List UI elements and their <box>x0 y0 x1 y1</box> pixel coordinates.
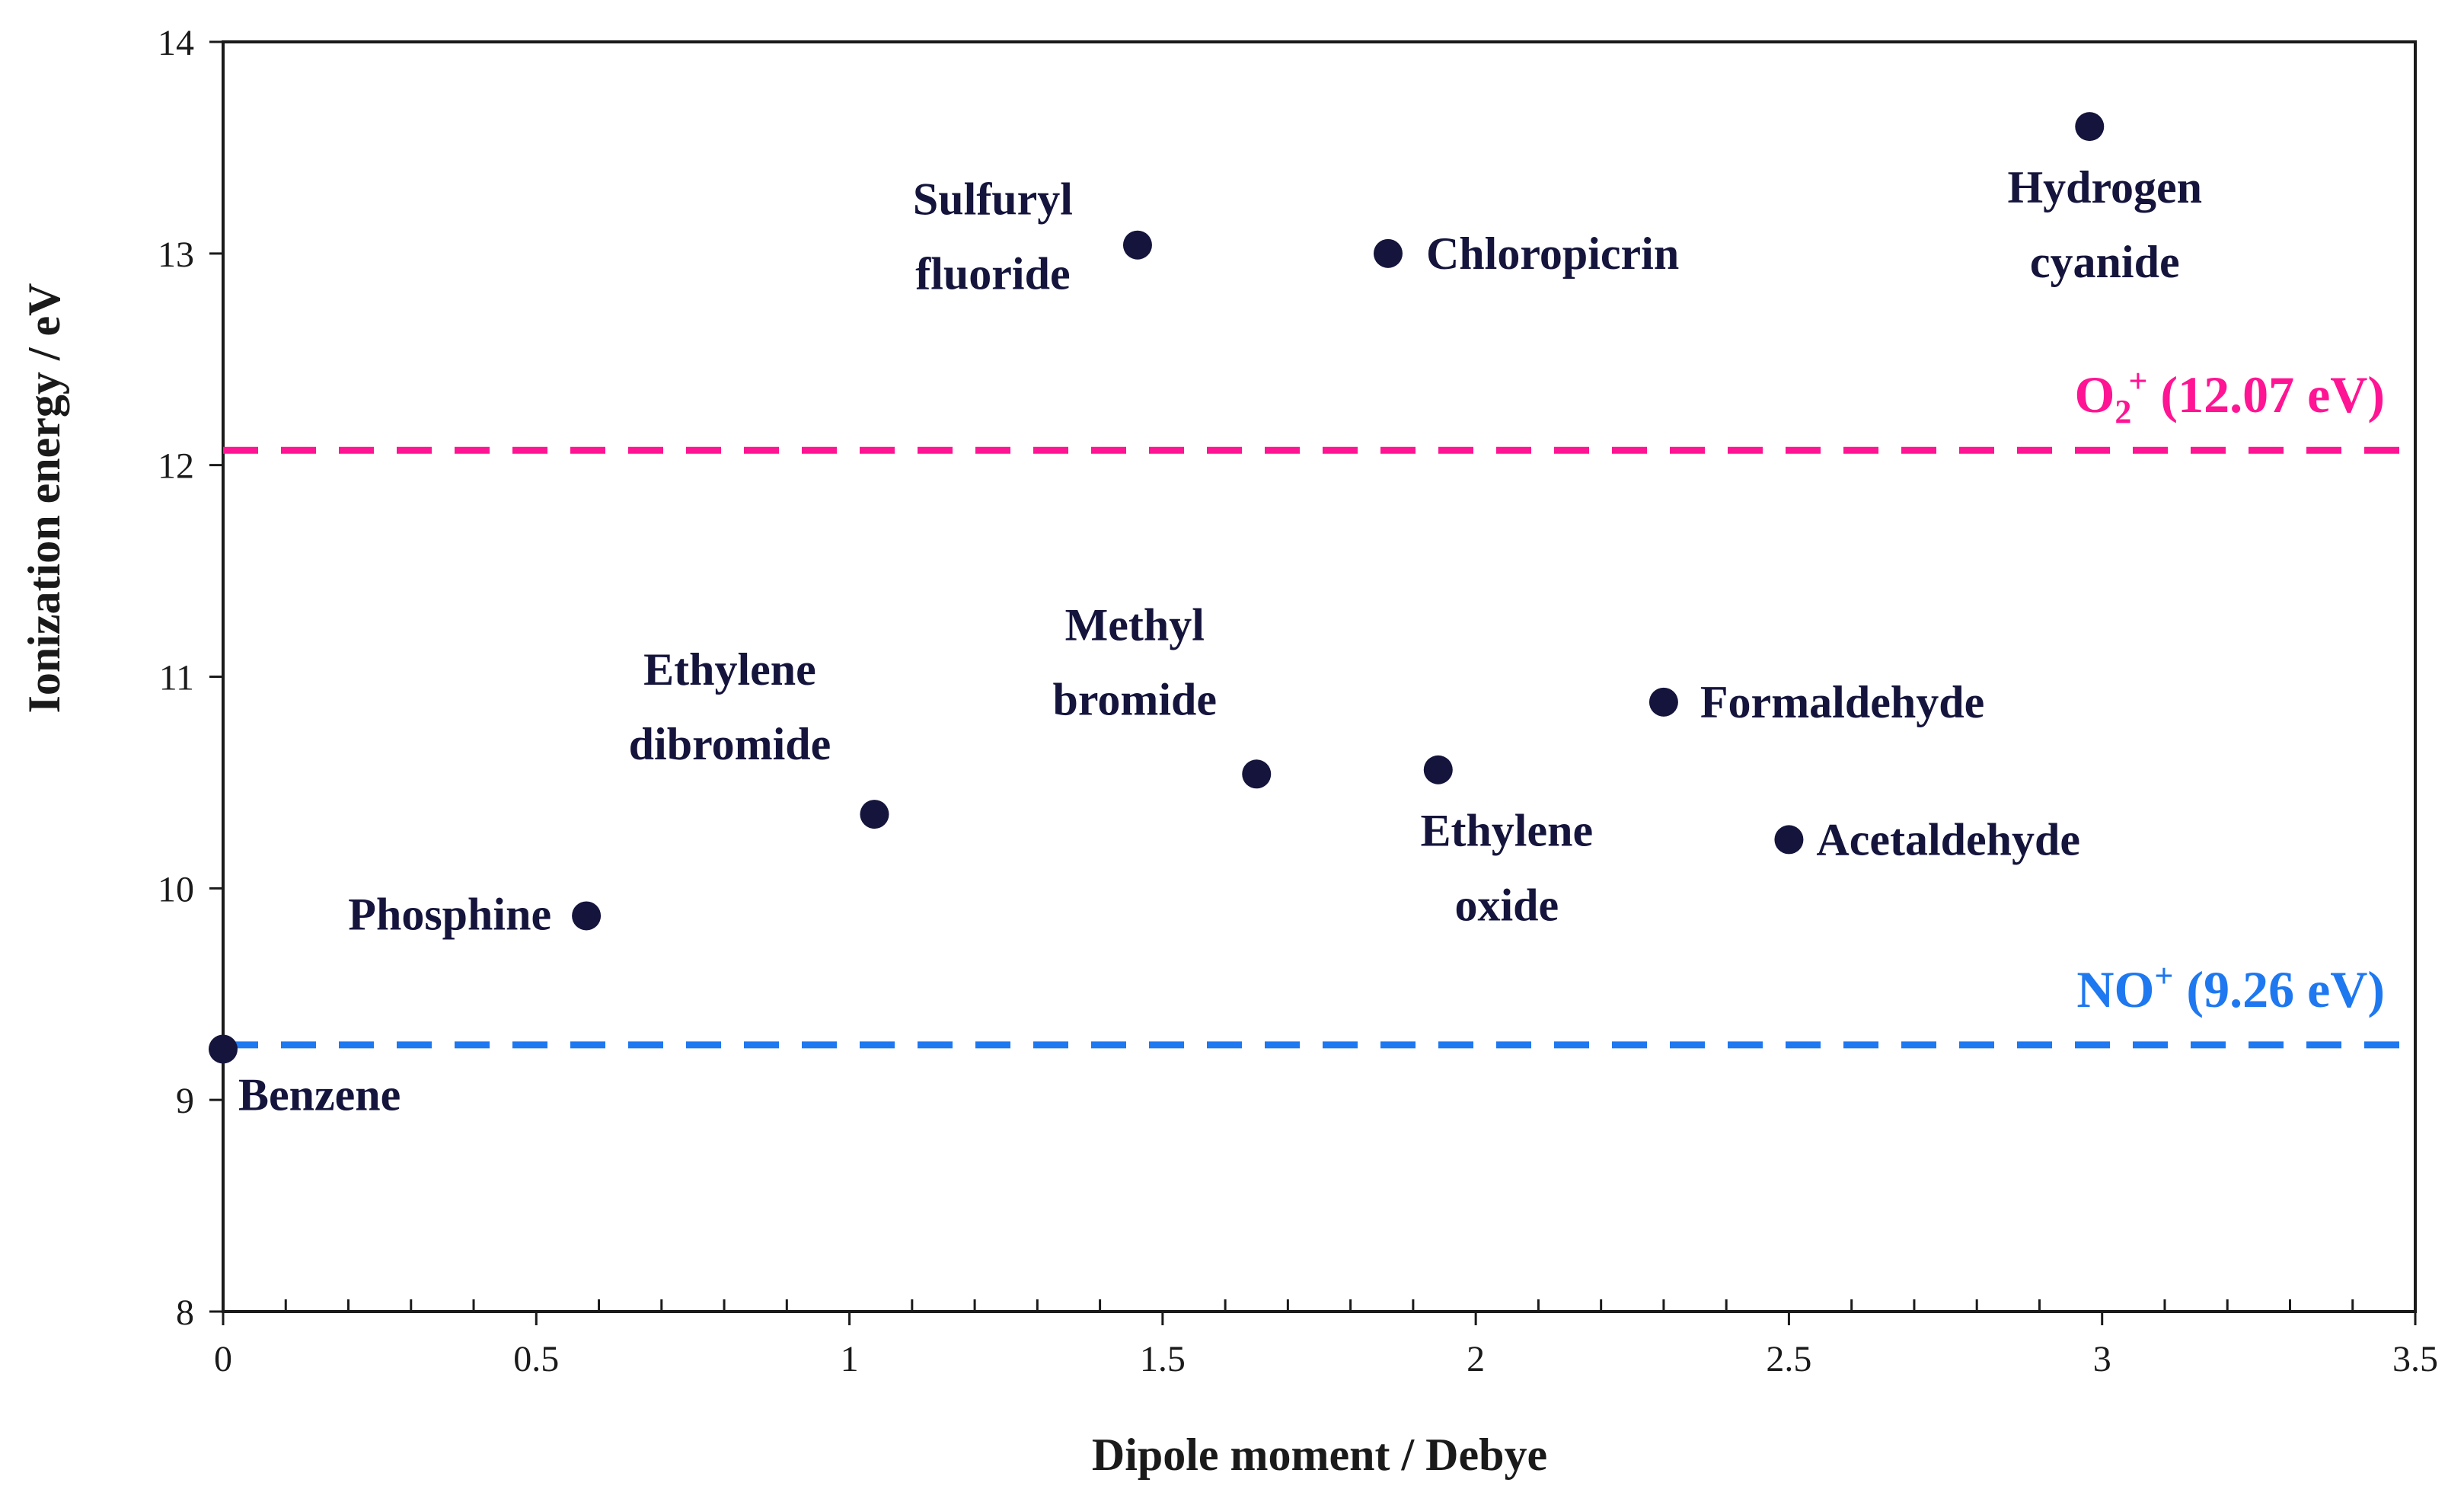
data-points <box>209 112 2105 1064</box>
x-axis: 0 0.5 1 1.5 2 2.5 3 3.5 <box>214 1299 2438 1379</box>
point-benzene <box>209 1034 238 1064</box>
point-formaldehyde <box>1649 687 1678 717</box>
point-ethylene-oxide <box>1423 755 1453 784</box>
y-axis: 8 9 10 11 12 13 14 <box>158 23 223 1333</box>
y-tick-label: 9 <box>176 1081 194 1121</box>
point-label-benzene: Benzene <box>238 1069 401 1120</box>
reference-lines: O2+ (12.07 eV) NO+ (9.26 eV) <box>223 363 2415 1049</box>
y-tick-label: 14 <box>158 23 194 63</box>
point-label-ethylene-dibromide: Ethylene dibromide <box>629 644 831 769</box>
point-label-acetaldehyde: Acetaldehyde <box>1816 814 2080 864</box>
point-label-sulfuryl-fluoride: Sulfuryl fluoride <box>913 174 1073 299</box>
x-tick-label: 1.5 <box>1140 1339 1186 1379</box>
point-methyl-bromide <box>1242 759 1272 789</box>
x-axis-title: Dipole moment / Debye <box>1092 1430 1547 1480</box>
point-label-formaldehyde: Formaldehyde <box>1700 677 1984 727</box>
y-axis-title: Ionization energy / eV <box>19 283 69 714</box>
ref-label-no: NO+ (9.26 eV) <box>2076 957 2385 1018</box>
point-chloropicrin <box>1373 238 1403 268</box>
point-label-hydrogen-cyanide: Hydrogen cyanide <box>2007 162 2202 287</box>
point-hydrogen-cyanide <box>2075 112 2105 142</box>
y-tick-label: 11 <box>159 658 194 698</box>
point-acetaldehyde <box>1774 825 1804 855</box>
point-label-phosphine: Phosphine <box>348 889 551 939</box>
point-label-chloropicrin: Chloropicrin <box>1426 228 1679 279</box>
x-tick-label: 3 <box>2093 1339 2111 1379</box>
point-label-methyl-bromide: Methyl bromide <box>1052 599 1217 724</box>
x-tick-label: 2 <box>1467 1339 1485 1379</box>
x-tick-label: 0 <box>214 1339 232 1379</box>
point-phosphine <box>572 901 602 931</box>
x-tick-label: 1 <box>841 1339 859 1379</box>
y-tick-label: 13 <box>158 235 194 275</box>
y-tick-label: 12 <box>158 446 194 487</box>
point-label-ethylene-oxide: Ethylene oxide <box>1420 806 1593 931</box>
y-tick-label: 8 <box>176 1293 194 1333</box>
point-sulfuryl-fluoride <box>1122 230 1152 260</box>
point-labels: Benzene Phosphine Ethylene dibromide Sulfury… <box>238 162 2202 1120</box>
x-tick-label: 2.5 <box>1766 1339 1811 1379</box>
x-tick-label: 0.5 <box>513 1339 559 1379</box>
x-tick-label: 3.5 <box>2392 1339 2438 1379</box>
point-ethylene-dibromide <box>860 800 889 829</box>
y-tick-label: 10 <box>158 869 194 909</box>
ref-label-o2: O2+ (12.07 eV) <box>2074 363 2385 430</box>
